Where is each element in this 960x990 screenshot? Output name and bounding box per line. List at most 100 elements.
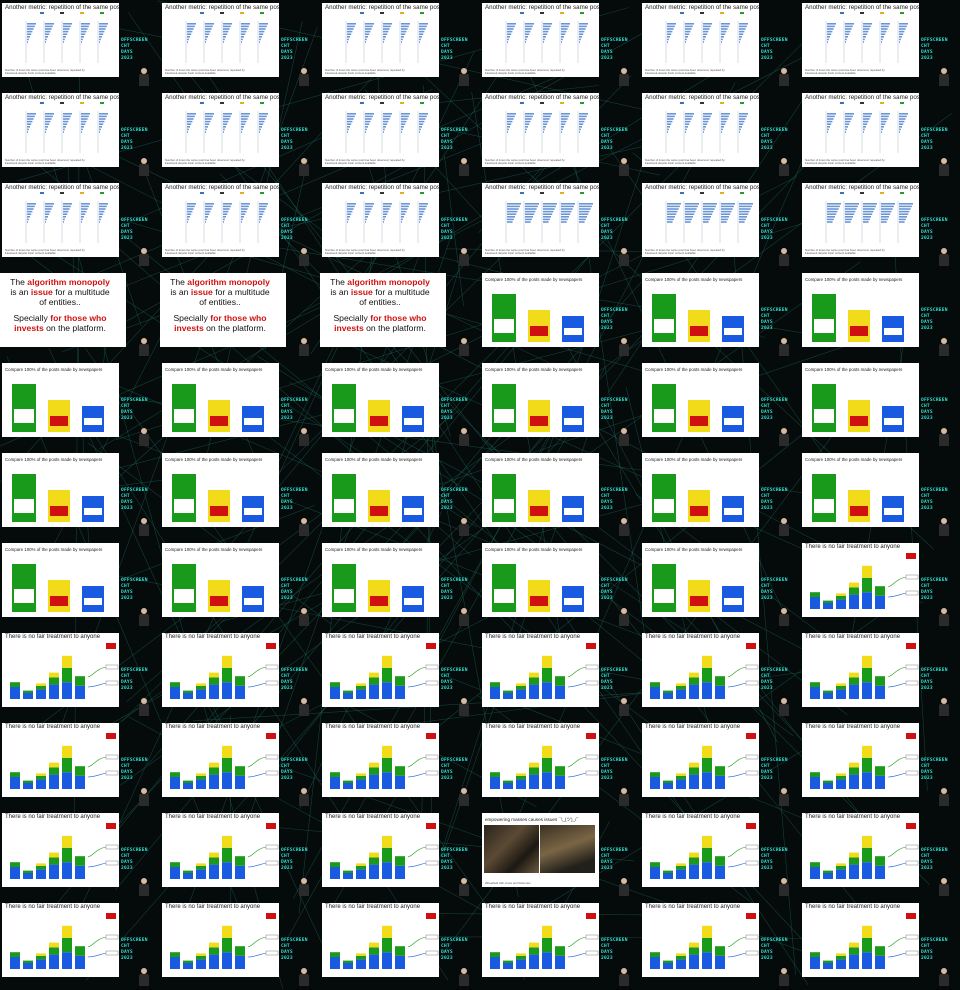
video-thumbnail[interactable]: Compare 100% of the posts made by newspa… — [160, 360, 320, 450]
stack-segment-green — [555, 676, 565, 686]
video-thumbnail[interactable]: Compare 100% of the posts made by newspa… — [0, 450, 160, 540]
stack-segment-blue — [810, 597, 820, 609]
chart-bar — [507, 115, 515, 118]
video-thumbnail[interactable]: Another metric: repetition of the same p… — [0, 180, 160, 270]
video-thumbnail[interactable]: Compare 100% of the posts made by newspa… — [480, 540, 640, 630]
legend-badge — [265, 950, 279, 956]
video-thumbnail[interactable]: There is no fair treatment to anyone OFFS… — [480, 630, 640, 720]
video-thumbnail[interactable]: There is no fair treatment to anyone OFFS… — [480, 900, 640, 990]
video-thumbnail[interactable]: There is no fair treatment to anyone OFFS… — [0, 720, 160, 810]
video-thumbnail[interactable]: Another metric: repetition of the same p… — [320, 0, 480, 90]
video-thumbnail[interactable]: Another metric: repetition of the same p… — [480, 0, 640, 90]
video-thumbnail[interactable]: There is no fair treatment to anyone OFFS… — [800, 630, 960, 720]
video-thumbnail[interactable]: Compare 100% of the posts made by newspa… — [160, 450, 320, 540]
video-thumbnail[interactable]: There is no fair treatment to anyone OFFS… — [640, 630, 800, 720]
stack-segment-green — [542, 937, 552, 953]
video-thumbnail[interactable]: Another metric: repetition of the same p… — [480, 90, 640, 180]
video-thumbnail[interactable]: Compare 100% of the posts made by newspa… — [640, 270, 800, 360]
video-thumbnail[interactable]: Another metric: repetition of the same p… — [640, 180, 800, 270]
chart-bar — [259, 30, 265, 33]
slide-title: Compare 100% of the posts made by newspa… — [165, 547, 263, 552]
video-thumbnail[interactable]: Another metric: repetition of the same p… — [160, 90, 320, 180]
video-thumbnail[interactable]: The algorithm monopoly is an issue for a … — [320, 270, 480, 360]
video-thumbnail[interactable]: Another metric: repetition of the same p… — [800, 180, 960, 270]
video-thumbnail[interactable]: There is no fair treatment to anyone OFFS… — [320, 720, 480, 810]
video-thumbnail[interactable]: Compare 100% of the posts made by newspa… — [640, 540, 800, 630]
video-thumbnail[interactable]: Compare 100% of the posts made by newspa… — [160, 540, 320, 630]
video-thumbnail[interactable]: There is no fair treatment to anyone OFFS… — [640, 900, 800, 990]
video-thumbnail[interactable]: Compare 100% of the posts made by newspa… — [0, 540, 160, 630]
event-logo-line: DAYS — [441, 410, 453, 415]
event-logo-line: OFFSCREEN — [601, 218, 628, 223]
video-thumbnail[interactable]: Another metric: repetition of the same p… — [160, 180, 320, 270]
chart-bar — [383, 36, 386, 38]
slide-chart — [490, 913, 599, 969]
stack-segment-green — [36, 955, 46, 960]
video-thumbnail[interactable]: Compare 100% of the posts made by newspa… — [320, 360, 480, 450]
speaker-body — [779, 794, 789, 806]
video-thumbnail[interactable]: Compare 100% of the posts made by newspa… — [320, 450, 480, 540]
video-thumbnail[interactable]: Compare 100% of the posts made by newspa… — [480, 270, 640, 360]
video-thumbnail[interactable]: Compare 100% of the posts made by newspa… — [480, 360, 640, 450]
event-logo-line: DAYS — [921, 140, 933, 145]
video-thumbnail[interactable]: There is no fair treatment to anyone OFFS… — [320, 900, 480, 990]
stack-segment-green — [702, 757, 712, 773]
video-thumbnail[interactable]: Another metric: repetition of the same p… — [640, 90, 800, 180]
video-thumbnail[interactable]: There is no fair treatment to anyone OFFS… — [0, 810, 160, 900]
event-logo-line: OFFSCREEN — [601, 308, 628, 313]
stack-segment-blue — [75, 775, 85, 789]
video-thumbnail[interactable]: Another metric: repetition of the same p… — [320, 90, 480, 180]
chart-bar — [45, 213, 50, 215]
video-thumbnail[interactable]: Another metric: repetition of the same p… — [640, 0, 800, 90]
video-thumbnail[interactable]: There is no fair treatment to anyone OFFS… — [160, 900, 320, 990]
slide-title: Compare 100% of the posts made by newspa… — [485, 547, 583, 552]
speaker-head — [461, 878, 467, 884]
video-thumbnail[interactable]: There is no fair treatment to anyone OFFS… — [0, 630, 160, 720]
speaker-head — [621, 788, 627, 794]
video-thumbnail[interactable]: The algorithm monopoly is an issue for a … — [0, 270, 160, 360]
video-thumbnail[interactable]: Compare 100% of the posts made by newspa… — [800, 270, 960, 360]
video-thumbnail[interactable]: There is no fair treatment to anyone OFFS… — [640, 720, 800, 810]
video-thumbnail[interactable]: There is no fair treatment to anyone OFFS… — [480, 720, 640, 810]
stack-segment-green — [715, 946, 725, 956]
video-thumbnail[interactable]: There is no fair treatment to anyone OFFS… — [0, 900, 160, 990]
video-thumbnail[interactable]: Another metric: repetition of the same p… — [160, 0, 320, 90]
slide-chart — [345, 12, 428, 63]
video-thumbnail[interactable]: There is no fair treatment to anyone OFFS… — [800, 720, 960, 810]
video-thumbnail[interactable]: empowering masses causes issues ¯\_(ツ)_/… — [480, 810, 640, 900]
connector-line — [247, 666, 267, 678]
video-thumbnail[interactable]: There is no fair treatment to anyone OFFS… — [800, 900, 960, 990]
video-thumbnail[interactable]: Compare 100% of the posts made by newspa… — [0, 360, 160, 450]
video-thumbnail[interactable]: Another metric: repetition of the same p… — [320, 180, 480, 270]
video-thumbnail[interactable]: Another metric: repetition of the same p… — [800, 90, 960, 180]
video-thumbnail[interactable]: There is no fair treatment to anyone OFFS… — [320, 630, 480, 720]
video-thumbnail[interactable]: Another metric: repetition of the same p… — [800, 0, 960, 90]
video-thumbnail[interactable]: The algorithm monopoly is an issue for a … — [160, 270, 320, 360]
chart-bar — [543, 30, 549, 33]
video-thumbnail[interactable]: There is no fair treatment to anyone OFFS… — [160, 810, 320, 900]
video-thumbnail[interactable]: There is no fair treatment to anyone OFFS… — [320, 810, 480, 900]
video-thumbnail[interactable]: There is no fair treatment to anyone OFFS… — [160, 720, 320, 810]
video-thumbnail[interactable]: Another metric: repetition of the same p… — [0, 0, 160, 90]
legend-badge — [265, 770, 279, 776]
chart-bar — [259, 36, 262, 38]
video-thumbnail[interactable]: There is no fair treatment to anyone OFFS… — [640, 810, 800, 900]
video-thumbnail[interactable]: Compare 100% of the posts made by newspa… — [480, 450, 640, 540]
video-thumbnail[interactable]: There is no fair treatment to anyone OFFS… — [800, 810, 960, 900]
legend-swatch — [680, 12, 684, 14]
video-thumbnail[interactable]: Another metric: repetition of the same p… — [480, 180, 640, 270]
video-thumbnail[interactable]: Another metric: repetition of the same p… — [0, 90, 160, 180]
stack-segment-yellow — [836, 683, 846, 686]
event-logo-line: OFFSCREEN — [121, 758, 148, 763]
legend-badge — [585, 950, 599, 956]
video-thumbnail[interactable]: Compare 100% of the posts made by newspa… — [800, 450, 960, 540]
video-thumbnail[interactable]: Compare 100% of the posts made by newspa… — [640, 450, 800, 540]
video-thumbnail[interactable]: There is no fair treatment to anyone OFFS… — [800, 540, 960, 630]
event-logo-line: CHT — [121, 44, 130, 49]
video-thumbnail[interactable]: Compare 100% of the posts made by newspa… — [640, 360, 800, 450]
video-thumbnail[interactable]: There is no fair treatment to anyone OFFS… — [160, 630, 320, 720]
chart-bar — [579, 23, 588, 25]
video-thumbnail[interactable]: Compare 100% of the posts made by newspa… — [800, 360, 960, 450]
chart-bar — [881, 123, 886, 125]
video-thumbnail[interactable]: Compare 100% of the posts made by newspa… — [320, 540, 480, 630]
